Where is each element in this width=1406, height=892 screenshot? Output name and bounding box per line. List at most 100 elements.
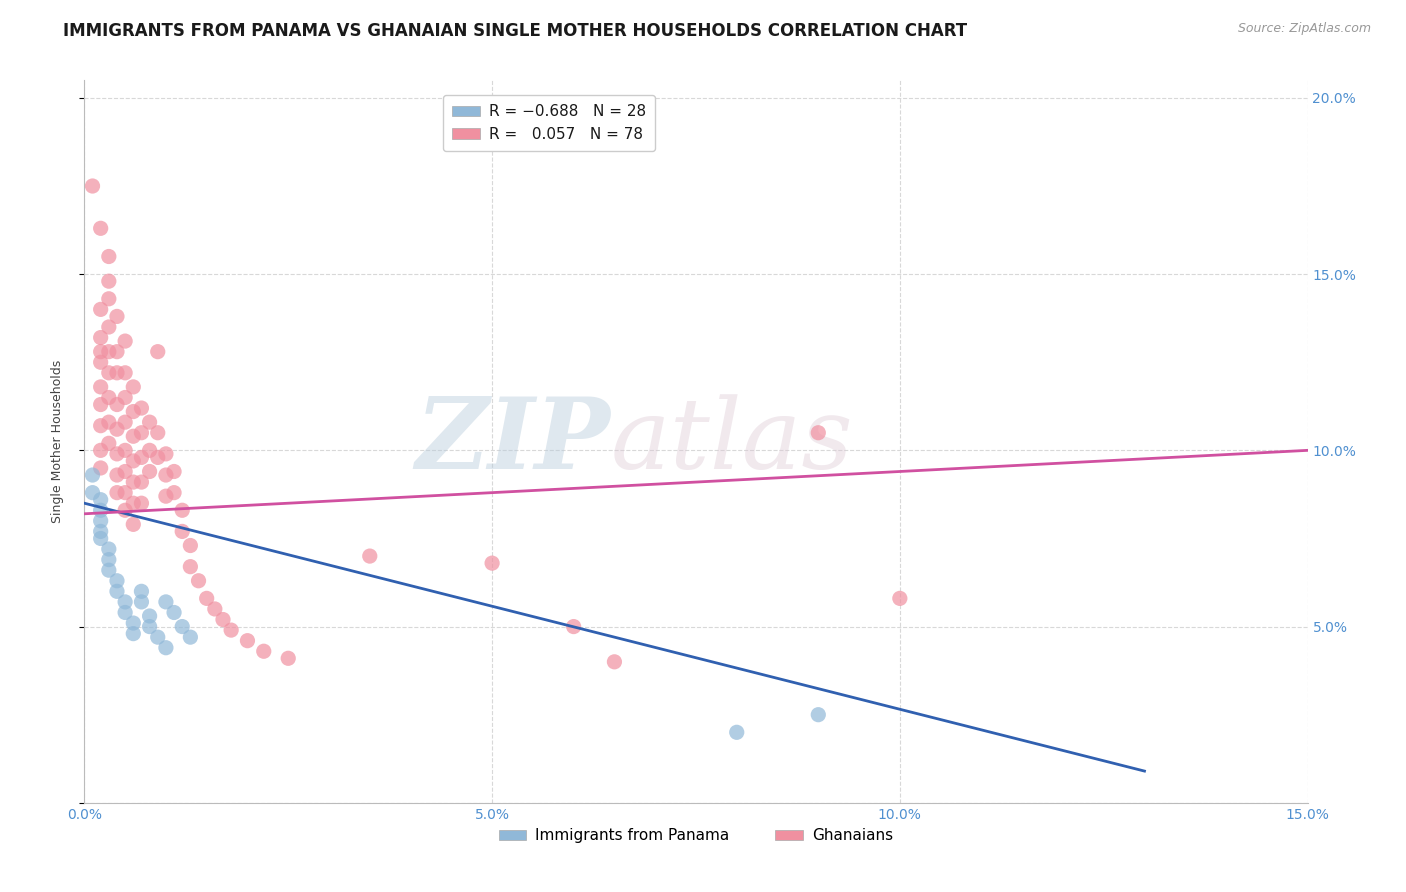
Point — [155, 447, 177, 461]
Point — [155, 468, 177, 483]
Point — [97, 391, 120, 405]
Point — [97, 563, 120, 577]
Point — [172, 503, 194, 517]
Point — [97, 292, 120, 306]
Legend: Immigrants from Panama, Ghanaians: Immigrants from Panama, Ghanaians — [492, 822, 900, 849]
Point — [138, 465, 160, 479]
Point — [146, 344, 169, 359]
Point — [179, 559, 201, 574]
Point — [204, 602, 226, 616]
Point — [90, 302, 112, 317]
Point — [90, 532, 112, 546]
Point — [179, 539, 201, 553]
Point — [122, 454, 145, 468]
Point — [105, 584, 128, 599]
Point — [146, 450, 169, 465]
Point — [105, 574, 128, 588]
Point — [90, 355, 112, 369]
Point — [90, 398, 112, 412]
Point — [131, 450, 153, 465]
Point — [277, 651, 299, 665]
Point — [219, 623, 242, 637]
Point — [97, 415, 120, 429]
Point — [562, 619, 585, 633]
Point — [82, 485, 104, 500]
Point — [131, 401, 153, 415]
Point — [122, 517, 145, 532]
Point — [105, 422, 128, 436]
Point — [138, 609, 160, 624]
Point — [807, 425, 830, 440]
Text: Source: ZipAtlas.com: Source: ZipAtlas.com — [1237, 22, 1371, 36]
Point — [90, 524, 112, 539]
Point — [90, 461, 112, 475]
Point — [97, 274, 120, 288]
Point — [97, 436, 120, 450]
Point — [122, 496, 145, 510]
Point — [90, 344, 112, 359]
Point — [146, 630, 169, 644]
Point — [146, 425, 169, 440]
Point — [138, 619, 160, 633]
Point — [114, 415, 136, 429]
Point — [163, 606, 186, 620]
Point — [131, 595, 153, 609]
Point — [105, 310, 128, 324]
Point — [807, 707, 830, 722]
Text: atlas: atlas — [610, 394, 853, 489]
Point — [90, 221, 112, 235]
Y-axis label: Single Mother Households: Single Mother Households — [51, 359, 63, 524]
Point — [155, 640, 177, 655]
Point — [114, 595, 136, 609]
Point — [725, 725, 748, 739]
Point — [82, 179, 104, 194]
Point — [105, 485, 128, 500]
Point — [90, 330, 112, 344]
Point — [90, 418, 112, 433]
Point — [131, 425, 153, 440]
Point — [131, 584, 153, 599]
Point — [172, 524, 194, 539]
Point — [105, 468, 128, 483]
Point — [155, 595, 177, 609]
Point — [253, 644, 276, 658]
Point — [97, 250, 120, 264]
Point — [195, 591, 218, 606]
Point — [114, 606, 136, 620]
Point — [889, 591, 911, 606]
Point — [163, 465, 186, 479]
Point — [138, 415, 160, 429]
Point — [122, 626, 145, 640]
Point — [114, 503, 136, 517]
Point — [105, 398, 128, 412]
Point — [603, 655, 626, 669]
Point — [90, 514, 112, 528]
Text: ZIP: ZIP — [415, 393, 610, 490]
Point — [90, 492, 112, 507]
Point — [114, 485, 136, 500]
Point — [481, 556, 503, 570]
Point — [138, 443, 160, 458]
Point — [131, 496, 153, 510]
Text: IMMIGRANTS FROM PANAMA VS GHANAIAN SINGLE MOTHER HOUSEHOLDS CORRELATION CHART: IMMIGRANTS FROM PANAMA VS GHANAIAN SINGL… — [63, 22, 967, 40]
Point — [155, 489, 177, 503]
Point — [90, 503, 112, 517]
Point — [97, 552, 120, 566]
Point — [90, 443, 112, 458]
Point — [82, 468, 104, 483]
Point — [90, 380, 112, 394]
Point — [97, 320, 120, 334]
Point — [114, 366, 136, 380]
Point — [97, 542, 120, 557]
Point — [114, 465, 136, 479]
Point — [105, 447, 128, 461]
Point — [172, 619, 194, 633]
Point — [97, 366, 120, 380]
Point — [187, 574, 209, 588]
Point — [236, 633, 259, 648]
Point — [97, 344, 120, 359]
Point — [163, 485, 186, 500]
Point — [114, 391, 136, 405]
Point — [114, 443, 136, 458]
Point — [131, 475, 153, 489]
